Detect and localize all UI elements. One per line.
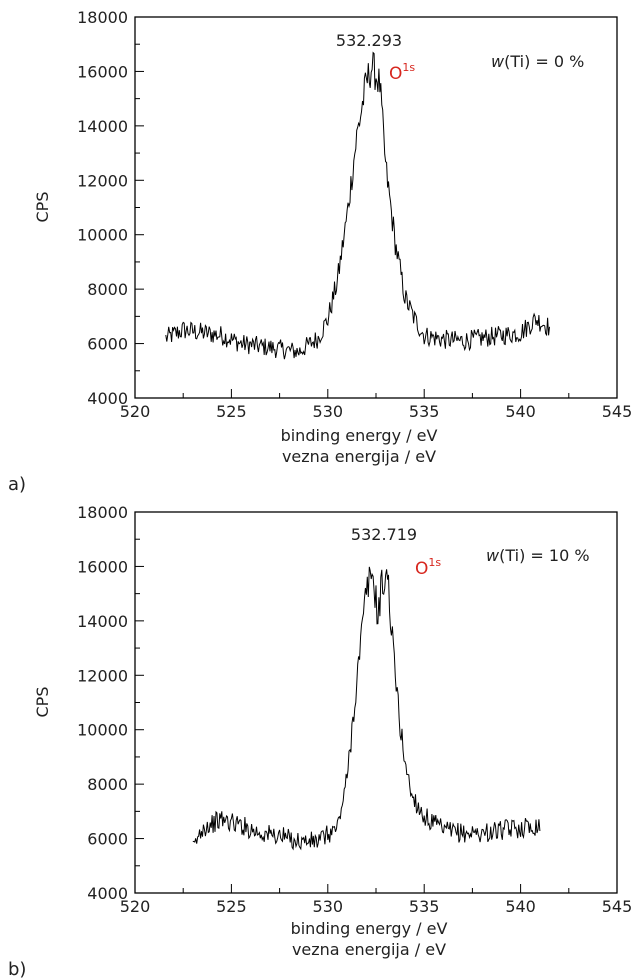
panel-b-w-italic: w: [486, 546, 500, 565]
panel-b-plot-frame: [134, 511, 618, 894]
panel-b-y-tick-label-14000: 14000: [77, 612, 128, 631]
panel-a-x-axis: 520 525 530 535 540 545: [120, 389, 633, 421]
panel-b-x-tick-label-525: 525: [216, 897, 247, 916]
panel-a-o-label: O: [389, 64, 402, 84]
panel-b-x-label: binding energy / eV: [291, 919, 448, 938]
panel-b-x-tick-label-535: 535: [409, 897, 440, 916]
panel-a-x-tick-label-530: 530: [313, 402, 344, 421]
panel-b-y-axis: 4000 6000 8000 10000 12000 14000 16000 18000: [77, 503, 144, 903]
panel-a-y-axis: 4000 6000 8000 10000 12000 14000 16000 18000: [77, 8, 144, 408]
panel-b-y-tick-label-8000: 8000: [87, 775, 128, 794]
panel-b-condition-rest: (Ti) = 10 %: [499, 546, 589, 565]
panel-a-peak-label: 532.293: [336, 31, 402, 50]
panel-a-spectrum-line: [165, 51, 550, 360]
panel-b-y-tick-label-4000: 4000: [87, 884, 128, 903]
panel-a-plot-frame: [134, 16, 618, 399]
panel-a-y-tick-label-18000: 18000: [77, 8, 128, 27]
panel-b-y-tick-label-16000: 16000: [77, 557, 128, 576]
panel-b-peak-label: 532.719: [351, 525, 417, 544]
panel-b-y-tick-label-12000: 12000: [77, 666, 128, 685]
panel-a-x-tick-label-520: 520: [120, 402, 151, 421]
panel-a-y-label: CPS: [33, 192, 52, 223]
panel-b-x-tick-label-520: 520: [120, 897, 151, 916]
panel-a-condition-label: w(Ti) = 0 %: [491, 52, 584, 71]
panel-b-o-label: O: [415, 559, 428, 579]
panel-a-y-tick-label-12000: 12000: [77, 171, 128, 190]
panel-b-x-tick-label-545: 545: [602, 897, 633, 916]
panel-a-y-tick-label-8000: 8000: [87, 280, 128, 299]
panel-a-y-tick-label-14000: 14000: [77, 117, 128, 136]
panel-a-y-tick-label-4000: 4000: [87, 389, 128, 408]
panel-a-condition-rest: (Ti) = 0 %: [504, 52, 584, 71]
panel-b-1s-superscript: 1s: [428, 556, 441, 569]
panel-a: 520 525 530 535 540 545 4000 6000 8000 10000 1200…: [8, 8, 632, 495]
panel-b-x-tick-label-540: 540: [505, 897, 536, 916]
panel-a-y-tick-label-16000: 16000: [77, 62, 128, 81]
panel-b-spectrum-line: [192, 566, 541, 851]
panel-a-y-tick-label-6000: 6000: [87, 335, 128, 354]
panel-b-y-tick-label-6000: 6000: [87, 830, 128, 849]
panel-b-y-tick-label-18000: 18000: [77, 503, 128, 522]
panel-a-x-label: binding energy / eV: [281, 426, 438, 445]
panel-b-label: b): [8, 959, 26, 980]
panel-b: 520 525 530 535 540 545 4000 6000 8000 10000 1200…: [8, 503, 632, 980]
panel-b-condition-label: w(Ti) = 10 %: [486, 546, 590, 565]
panel-b-y-tick-label-10000: 10000: [77, 721, 128, 740]
panel-a-o1s-annotation: O1s: [389, 61, 415, 84]
panel-a-label: a): [8, 474, 26, 495]
panel-b-y-label: CPS: [33, 687, 52, 718]
panel-a-x-label-alt: vezna energija / eV: [282, 447, 436, 466]
panel-a-x-tick-label-525: 525: [216, 402, 247, 421]
panel-a-1s-superscript: 1s: [402, 61, 415, 74]
panel-b-x-axis: 520 525 530 535 540 545: [120, 884, 633, 916]
panel-a-x-tick-label-545: 545: [602, 402, 633, 421]
panel-b-o1s-annotation: O1s: [415, 556, 441, 579]
panel-a-w-italic: w: [491, 52, 505, 71]
panel-a-x-tick-label-535: 535: [409, 402, 440, 421]
panel-a-y-tick-label-10000: 10000: [77, 226, 128, 245]
panel-a-x-tick-label-540: 540: [505, 402, 536, 421]
panel-b-x-label-alt: vezna energija / eV: [292, 940, 446, 959]
panel-b-x-tick-label-530: 530: [313, 897, 344, 916]
